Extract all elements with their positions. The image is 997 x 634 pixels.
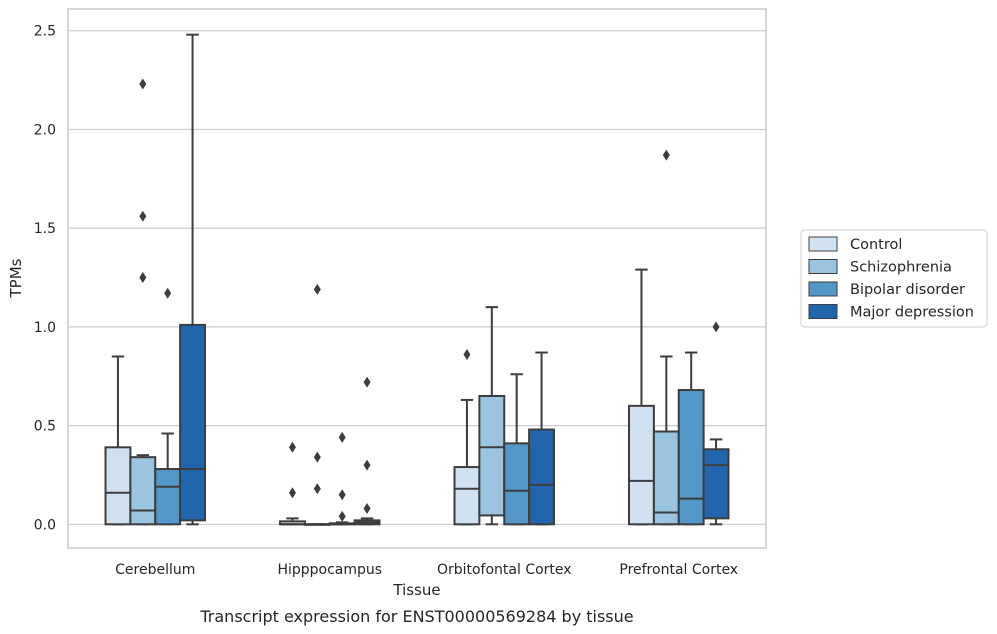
legend-frame — [800, 229, 988, 328]
box — [129, 456, 157, 526]
box — [179, 323, 206, 522]
y-tick-label: 2.5 — [34, 24, 56, 40]
outlier-point — [463, 349, 471, 361]
y-tick-label: 2.0 — [34, 122, 56, 138]
box — [453, 466, 481, 526]
box — [104, 446, 132, 526]
outlier-point — [164, 287, 172, 299]
x-axis-label: Tissue — [392, 581, 440, 599]
outlier-point — [313, 283, 321, 295]
box — [677, 389, 705, 526]
outlier-point — [338, 510, 346, 522]
box — [528, 428, 555, 526]
outlier-point — [338, 431, 346, 443]
outlier-point — [662, 149, 670, 161]
outlier-point — [363, 503, 371, 515]
x-tick-labels: Cerebellum Hipppocampus Orbitofontal Corte… — [115, 562, 738, 578]
legend-swatch — [808, 304, 838, 319]
chart-caption: Transcript expression for ENST0000056928… — [199, 607, 633, 626]
legend-swatch — [808, 236, 838, 252]
y-axis-label: TPMs — [7, 258, 25, 298]
legend-swatch — [808, 281, 838, 297]
box-groups — [104, 33, 730, 526]
x-tick-label: Prefrontal Cortex — [619, 562, 738, 578]
box — [478, 394, 506, 517]
outlier-point — [139, 78, 147, 90]
x-tick-label: Hipppocampus — [277, 562, 382, 578]
outlier-point — [139, 272, 147, 284]
box-group-hipppocampus — [279, 283, 381, 526]
outlier-point — [288, 441, 296, 453]
box-group-cerebellum — [104, 33, 206, 526]
y-tick-label: 0.5 — [34, 419, 56, 435]
outlier-point — [338, 489, 346, 501]
legend-entry: Major depression — [850, 305, 974, 321]
y-tick-label: 1.0 — [34, 320, 56, 336]
y-tick-label: 0.0 — [34, 517, 56, 533]
box — [652, 430, 680, 526]
legend-entry: Schizophrenia — [850, 260, 952, 276]
outlier-point — [712, 321, 720, 333]
y-tick-labels: 0.0 0.5 1.0 1.5 2.0 2.5 — [34, 24, 56, 534]
outlier-point — [313, 483, 321, 495]
box — [154, 468, 182, 526]
y-tick-label: 1.5 — [34, 221, 56, 237]
box-group-prefrontal-cortex — [628, 149, 730, 526]
plot-frame — [67, 8, 767, 549]
outlier-point — [139, 210, 147, 222]
box — [702, 448, 730, 520]
box — [628, 404, 655, 526]
outlier-point — [313, 451, 321, 463]
outlier-point — [363, 459, 371, 471]
legend: Control Schizophrenia Bipolar disorder Majo… — [800, 229, 988, 328]
x-tick-label: Cerebellum — [115, 562, 195, 578]
box-group-orbitofontal-cortex — [453, 306, 555, 526]
legend-entry: Control — [850, 237, 902, 253]
legend-entry: Bipolar disorder — [850, 282, 965, 298]
outlier-point — [363, 376, 371, 388]
box — [503, 442, 531, 526]
x-tick-label: Orbitofontal Cortex — [437, 562, 572, 578]
outlier-point — [288, 487, 296, 499]
legend-swatch — [808, 259, 838, 274]
